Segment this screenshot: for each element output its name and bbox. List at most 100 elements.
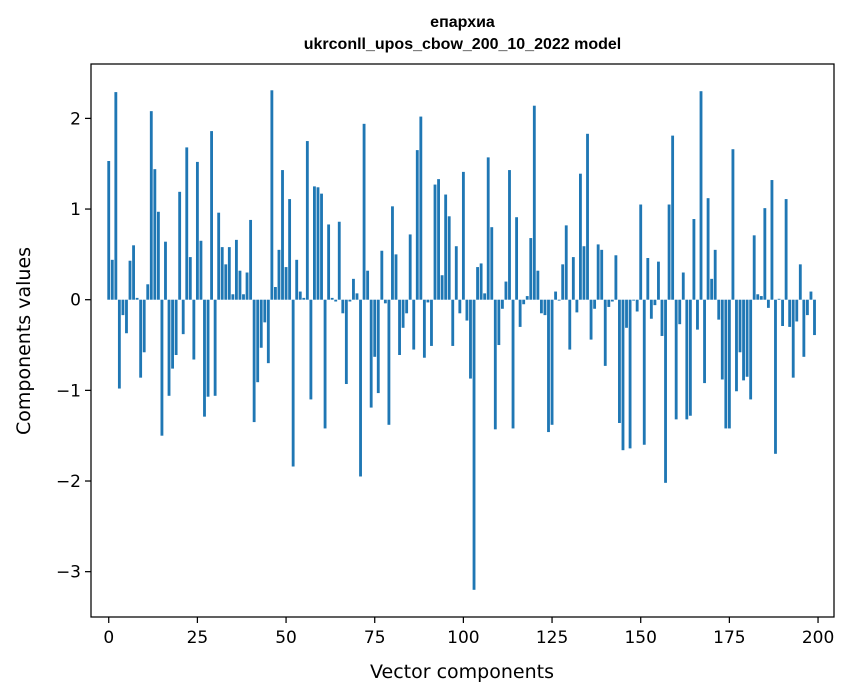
bar xyxy=(614,255,618,300)
bar xyxy=(664,299,667,483)
bars-group xyxy=(107,90,816,590)
bar xyxy=(348,299,352,302)
bar xyxy=(469,299,472,379)
bar xyxy=(671,135,675,300)
bar xyxy=(373,299,377,357)
bar xyxy=(327,224,331,300)
bar xyxy=(518,299,522,327)
bar xyxy=(146,284,150,300)
bar xyxy=(352,278,355,300)
bar xyxy=(444,194,448,300)
bar xyxy=(561,264,565,300)
bar xyxy=(593,299,597,309)
x-tick-label: 50 xyxy=(275,628,297,648)
bar xyxy=(476,267,479,300)
bar xyxy=(107,161,111,300)
bar xyxy=(359,299,362,477)
bar xyxy=(142,299,146,353)
bar xyxy=(720,299,724,380)
bar xyxy=(454,246,458,300)
bar xyxy=(263,299,267,323)
bar xyxy=(298,291,302,300)
bar xyxy=(497,299,501,346)
bar xyxy=(472,299,476,590)
y-tick-label: −2 xyxy=(56,472,81,492)
bar xyxy=(451,299,455,346)
bar xyxy=(511,299,515,429)
bar xyxy=(412,299,416,350)
bar xyxy=(770,180,774,300)
bar xyxy=(355,293,359,300)
bar xyxy=(195,161,199,300)
bar xyxy=(440,275,444,300)
bar xyxy=(167,299,171,396)
bar xyxy=(685,299,689,420)
y-tick-label: −1 xyxy=(56,381,81,401)
bar xyxy=(699,91,703,300)
bar xyxy=(369,299,373,408)
bar xyxy=(461,171,465,300)
bar xyxy=(642,299,646,445)
bar xyxy=(547,299,550,433)
bar xyxy=(437,179,440,300)
bar xyxy=(121,299,125,316)
chart-title: епархиа ukrconll_upos_cbow_200_10_2022 m… xyxy=(91,12,834,56)
bar xyxy=(625,299,628,328)
bar xyxy=(344,299,348,385)
bar xyxy=(727,299,731,429)
bar xyxy=(217,212,221,300)
bar xyxy=(149,111,153,300)
bar xyxy=(203,299,206,417)
bar xyxy=(486,157,490,300)
bar xyxy=(543,299,547,316)
bar xyxy=(465,299,469,321)
bar xyxy=(458,299,462,314)
bar xyxy=(309,299,313,400)
bar xyxy=(706,198,710,300)
bar xyxy=(171,299,174,369)
bar xyxy=(628,299,632,449)
bar xyxy=(376,299,380,394)
bar xyxy=(504,281,508,300)
bar xyxy=(568,299,572,350)
bar xyxy=(210,131,213,300)
bar xyxy=(703,299,706,384)
y-tick-label: 1 xyxy=(70,200,81,220)
bar xyxy=(660,299,664,336)
y-tick-label: −3 xyxy=(56,563,81,583)
chart-title-line-1: епархиа xyxy=(430,14,495,31)
bar xyxy=(295,259,299,300)
bar xyxy=(178,191,182,300)
bar xyxy=(302,297,306,300)
bar xyxy=(288,199,292,300)
bar xyxy=(777,298,781,300)
bar xyxy=(738,299,742,353)
bar xyxy=(646,258,650,300)
bar xyxy=(493,299,497,430)
bar xyxy=(731,149,735,300)
bar xyxy=(802,299,806,357)
bar xyxy=(387,299,391,425)
bar xyxy=(337,221,341,300)
bar xyxy=(139,299,143,378)
bar xyxy=(756,294,760,300)
bar xyxy=(398,299,401,355)
bar xyxy=(781,299,784,326)
bar xyxy=(483,293,487,300)
bar xyxy=(274,287,277,300)
bar xyxy=(362,123,366,300)
bar xyxy=(164,241,167,300)
plot-frame xyxy=(90,63,835,618)
bar xyxy=(536,270,540,300)
bar xyxy=(256,299,260,383)
bar xyxy=(688,299,692,416)
bar xyxy=(266,299,270,364)
bar xyxy=(114,92,118,300)
bar xyxy=(798,264,802,300)
bar xyxy=(426,299,430,303)
bar xyxy=(245,272,249,300)
bar xyxy=(742,299,745,381)
bar xyxy=(408,234,412,300)
bar xyxy=(639,204,643,300)
